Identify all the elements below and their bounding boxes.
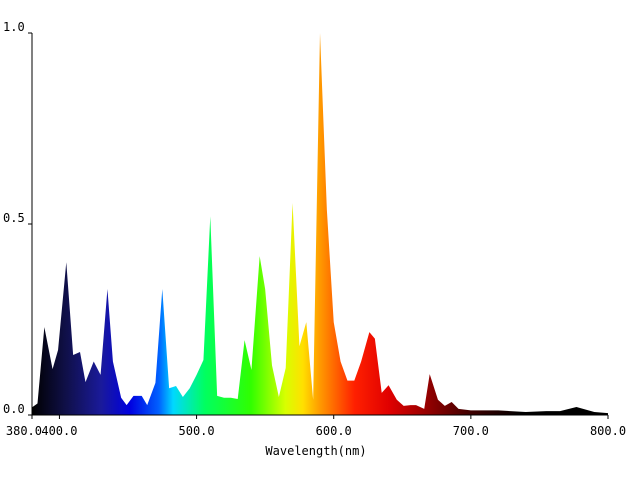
x-tick-label: 700.0 (453, 424, 489, 438)
y-tick-label: 0.5 (3, 211, 25, 225)
y-tick-label: 0.0 (3, 402, 25, 416)
y-tick-label: 1.0 (3, 20, 25, 34)
x-tick-label: 500.0 (179, 424, 215, 438)
x-tick-label: 800.0 (590, 424, 626, 438)
x-tick-label: 380.0 (6, 424, 42, 438)
x-axis-label: Wavelength(nm) (265, 444, 366, 458)
x-tick-label: 400.0 (41, 424, 77, 438)
x-tick-label: 600.0 (316, 424, 352, 438)
spectrum-area (32, 33, 608, 415)
